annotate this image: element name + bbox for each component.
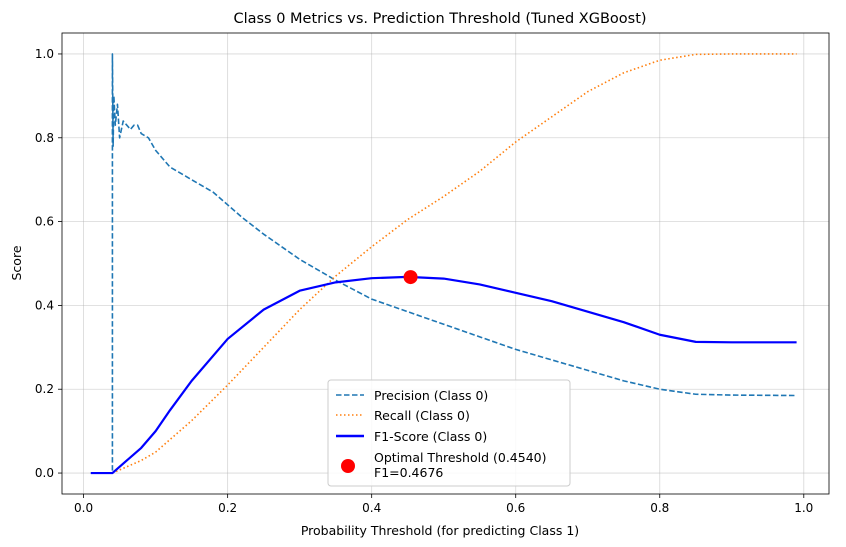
legend-box bbox=[327, 379, 571, 487]
plot-area-frame bbox=[61, 32, 830, 495]
y-tick-label: 0.6 bbox=[35, 215, 54, 229]
x-tick-label: 0.6 bbox=[506, 501, 525, 515]
legend-optimal-marker bbox=[341, 459, 355, 473]
f1-score-line bbox=[90, 275, 797, 475]
y-tick-label: 1.0 bbox=[35, 47, 54, 61]
legend-optimal-f1-label: F1=0.4676 bbox=[374, 465, 443, 480]
y-axis-label: Score bbox=[9, 245, 24, 280]
y-tick-label: 0.2 bbox=[35, 382, 54, 396]
axis-ticks: 0.0 0.2 0.4 0.6 0.8 1.0 0.0 0.2 0.4 0.6 0.8 1.0 bbox=[35, 47, 813, 515]
x-tick-label: 0.4 bbox=[362, 501, 381, 515]
legend-precision-label: Precision (Class 0) bbox=[374, 388, 488, 403]
x-tick-label: 1.0 bbox=[794, 501, 813, 515]
y-tick-label: 0.4 bbox=[35, 298, 54, 312]
legend-f1-label: F1-Score (Class 0) bbox=[374, 429, 487, 444]
chart-title: Class 0 Metrics vs. Prediction Threshold… bbox=[233, 11, 646, 27]
x-axis-label: Probability Threshold (for predicting Cl… bbox=[301, 523, 579, 538]
optimal-threshold-marker bbox=[403, 270, 418, 285]
x-tick-label: 0.8 bbox=[650, 501, 669, 515]
x-tick-label: 0.0 bbox=[74, 501, 93, 515]
legend-optimal-label: Optimal Threshold (0.4540) bbox=[374, 450, 547, 465]
recall-line bbox=[112, 53, 797, 474]
x-tick-label: 0.2 bbox=[218, 501, 237, 515]
legend-recall-label: Recall (Class 0) bbox=[374, 408, 470, 423]
grid bbox=[62, 33, 829, 494]
y-tick-label: 0.8 bbox=[35, 131, 54, 145]
series-lines bbox=[90, 53, 797, 475]
precision-line bbox=[90, 53, 797, 474]
legend: Precision (Class 0) Recall (Class 0) F1-… bbox=[327, 379, 571, 487]
y-tick-label: 0.0 bbox=[35, 466, 54, 480]
